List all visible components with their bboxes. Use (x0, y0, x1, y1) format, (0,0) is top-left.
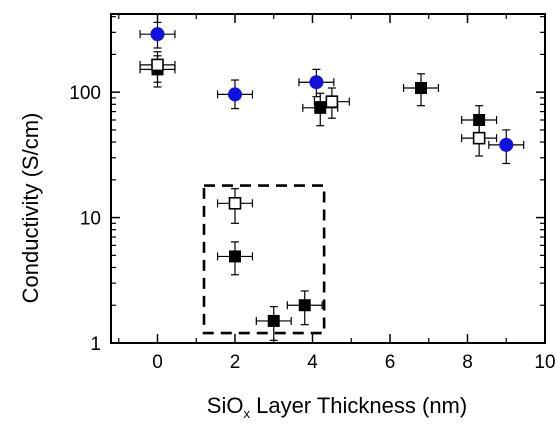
x-axis-title-main: SiO (207, 393, 244, 418)
open-square-marker (472, 131, 486, 145)
data-point (402, 73, 440, 107)
x-axis-title-rest: Layer Thickness (nm) (250, 393, 467, 418)
x-tick-label: 2 (230, 352, 241, 373)
filled-square-marker (267, 314, 280, 327)
y-tick-label: 1 (90, 334, 101, 355)
plot-frame (110, 13, 546, 344)
x-tick-label: 8 (462, 352, 473, 373)
filled-square-marker (415, 81, 427, 94)
circle-marker (150, 27, 165, 42)
x-tick-label: 4 (307, 352, 318, 373)
x-axis-title-subscript: x (243, 406, 250, 421)
dashed-highlight-box (202, 184, 326, 335)
data-point (216, 241, 254, 276)
filled-square-marker (229, 250, 241, 263)
data-point (461, 105, 498, 138)
x-tick-label: 6 (385, 352, 396, 373)
y-axis-title: Conductivity (S/cm) (18, 113, 43, 304)
filled-square-marker (314, 101, 327, 114)
circle-marker (309, 75, 324, 90)
open-square-marker (228, 196, 242, 210)
data-point (286, 290, 323, 326)
y-tick-label: 10 (80, 209, 101, 230)
data-point (313, 87, 350, 119)
filled-square-marker (473, 113, 486, 126)
open-square-marker (325, 95, 339, 108)
y-tick-label: 100 (69, 83, 101, 104)
circle-marker (499, 137, 514, 152)
data-point (216, 188, 254, 224)
data-point (139, 51, 176, 83)
data-point (298, 68, 335, 98)
x-tick-label: 10 (534, 352, 555, 373)
data-point (255, 306, 292, 341)
data-point (139, 21, 176, 49)
x-axis-title: SiOx Layer Thickness (nm) (207, 393, 467, 421)
data-point (302, 92, 339, 127)
data-point (461, 123, 498, 157)
data-point (488, 129, 525, 165)
circle-marker (228, 87, 242, 102)
x-tick-label: 0 (152, 352, 163, 373)
open-square-marker (151, 58, 164, 72)
data-point (216, 79, 254, 110)
filled-square-marker (298, 299, 311, 312)
